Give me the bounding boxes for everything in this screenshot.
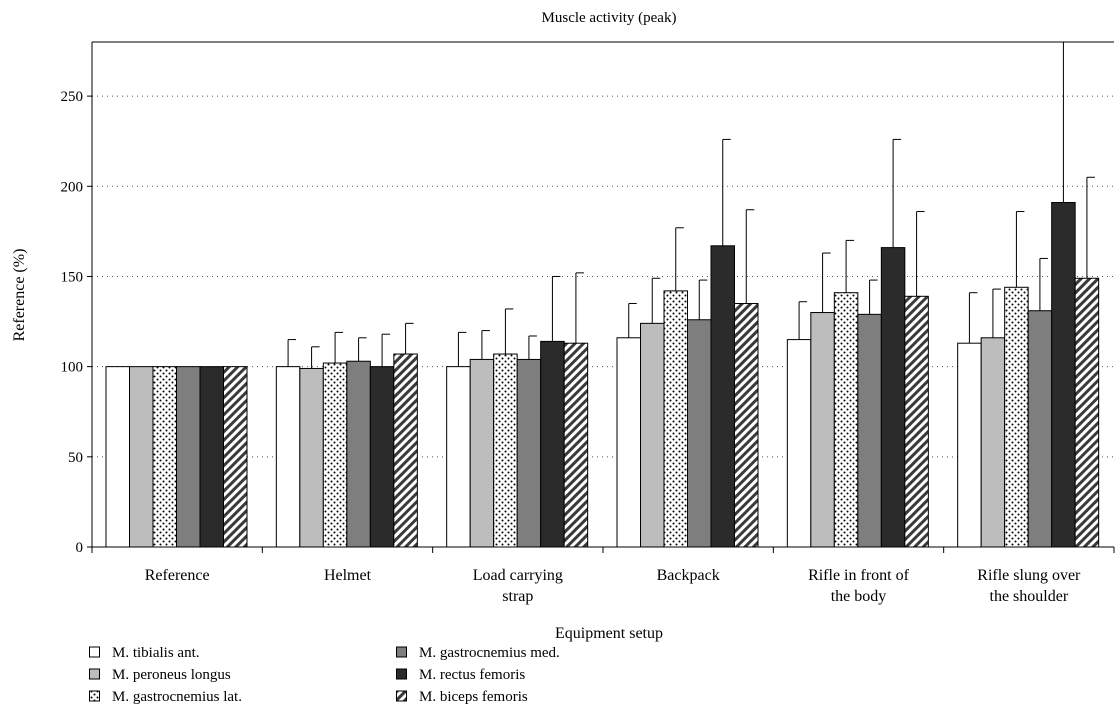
bar [1051,202,1076,548]
legend-swatch [396,690,407,702]
bar [299,367,324,548]
bar [1027,310,1053,548]
bar [616,337,641,548]
grid-lines [92,95,1114,458]
category-labels: Reference Helmet Load carrying strap Backpac… [145,567,1081,605]
y-tick-label: 200 [61,179,84,195]
category-label: the shoulder [990,588,1069,605]
category-label: Helmet [324,567,372,584]
bar [516,358,542,548]
x-axis-label: Equipment setup [555,625,663,642]
category-label: Rifle in front of [808,567,910,584]
bar [833,292,859,548]
category-label: Rifle slung over [977,567,1081,584]
category-label: the body [831,588,887,605]
y-tick-label: 150 [61,269,84,285]
legend-swatch [89,646,100,658]
bar [786,339,812,548]
legend-label: M. rectus femoris [419,667,525,683]
legend-swatch [89,668,100,680]
category-label: Load carrying [473,567,563,584]
bar [129,366,154,548]
bar [880,247,906,548]
axes [87,41,1115,553]
bar [904,295,929,548]
bar [1004,286,1029,548]
bar [446,366,471,548]
error-bars [287,41,1095,369]
legend-label: M. tibialis ant. [112,645,200,661]
bar [322,362,348,548]
y-tick-labels: 0 50 100 150 200 250 [61,89,84,556]
bar [734,303,759,548]
bar [957,342,982,548]
legend-label: M. gastrocnemius med. [419,645,560,661]
bar [980,337,1006,548]
y-axis-label: Reference (%) [11,249,28,342]
bar [176,366,201,548]
bar [469,358,495,548]
bars [105,202,1100,548]
bar [199,366,224,548]
legend-label: M. gastrocnemius lat. [112,689,242,705]
legend-label: M. peroneus longus [112,667,231,683]
bar [563,342,589,548]
bar [493,353,518,548]
bar [663,290,688,548]
category-label: Backpack [657,567,720,584]
category-label: strap [502,588,533,605]
y-tick-label: 100 [61,360,84,376]
bar [152,366,177,548]
bar [710,245,735,548]
bar [346,360,371,548]
bar [640,322,665,548]
legend-swatch [396,668,407,680]
legend-swatch [396,646,407,658]
bar [275,366,301,548]
bar [105,366,130,548]
chart-title: Muscle activity (peak) [542,10,677,26]
legend: M. tibialis ant. M. peroneus longus M. gas… [89,645,560,705]
bar [223,366,248,548]
legend-swatch [89,690,100,702]
category-label: Reference [145,567,210,584]
bar [540,340,565,548]
bar [687,319,712,548]
y-tick-label: 50 [68,450,83,466]
y-tick-label: 250 [61,89,84,105]
legend-label: M. biceps femoris [419,689,528,705]
bar [369,366,395,548]
bar [1074,277,1100,548]
bar [810,312,835,548]
bar [857,313,882,548]
bar [393,353,418,548]
y-tick-label: 0 [76,540,84,556]
